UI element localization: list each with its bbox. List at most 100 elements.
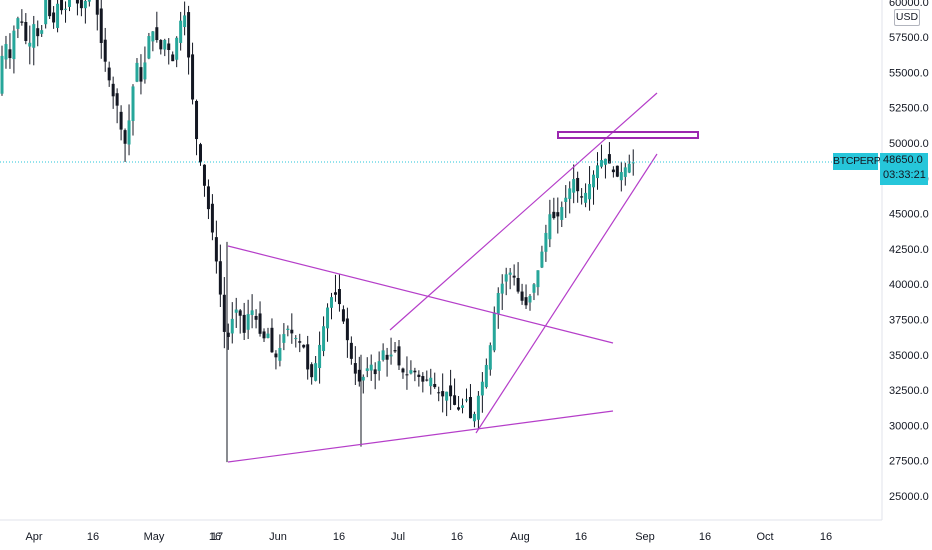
trendline[interactable]	[227, 245, 614, 344]
candle-down	[468, 397, 472, 419]
y-tick-label: 32500.0	[889, 385, 929, 397]
candle-up	[599, 160, 603, 167]
candle-up	[488, 345, 492, 370]
candle-down	[552, 211, 556, 219]
candle-down	[611, 169, 615, 173]
candle-up	[127, 120, 131, 145]
trendline[interactable]	[475, 153, 658, 434]
candle-up	[64, 8, 68, 10]
candle-up	[572, 179, 576, 193]
candle-up	[246, 314, 250, 330]
candle-down	[107, 67, 111, 81]
y-tick-label: 42500.0	[889, 244, 929, 256]
candle-down	[349, 342, 353, 359]
candle-down	[242, 314, 246, 333]
candle-down	[274, 353, 278, 358]
candle-down	[290, 329, 294, 334]
candle-up	[318, 344, 322, 369]
candle-down	[48, 0, 52, 17]
candle-up	[409, 370, 413, 374]
y-tick-label: 37500.0	[889, 315, 929, 327]
candle-up	[67, 0, 71, 7]
candle-down	[119, 111, 123, 130]
candle-up	[508, 272, 512, 275]
candle-down	[270, 327, 274, 353]
candle-up	[147, 36, 151, 59]
candle-up	[83, 0, 87, 9]
candle-down	[8, 49, 12, 59]
candle-up	[464, 399, 468, 401]
candle-down	[298, 341, 302, 343]
bar-countdown: 03:33:21	[883, 169, 926, 181]
resistance-box[interactable]	[557, 131, 699, 139]
candle-up	[163, 39, 167, 50]
y-tick-label: 57500.0	[889, 32, 929, 44]
candle-up	[480, 381, 484, 396]
candle-up	[278, 347, 282, 361]
candle-up	[532, 284, 536, 293]
candle-down	[238, 310, 242, 316]
candle-up	[476, 395, 480, 420]
candle-up	[484, 364, 488, 388]
candle-down	[258, 313, 262, 334]
candle-up	[330, 297, 334, 308]
candle-up	[504, 274, 508, 282]
candle-up	[250, 310, 254, 315]
y-tick-label: 30000.0	[889, 420, 929, 432]
candle-down	[139, 67, 143, 82]
candle-down	[52, 12, 56, 23]
x-tick-label: 17	[211, 531, 223, 543]
candle-up	[131, 86, 135, 121]
candle-down	[421, 376, 425, 382]
candle-down	[202, 164, 206, 186]
candle-down	[576, 177, 580, 192]
candle-down	[437, 392, 441, 394]
candle-down	[385, 354, 389, 360]
candle-up	[369, 364, 373, 371]
x-tick-label: 16	[575, 531, 587, 543]
candle-down	[218, 261, 222, 295]
candle-up	[16, 18, 20, 29]
candle-up	[175, 37, 179, 60]
candle-up	[500, 283, 504, 294]
candle-down	[171, 54, 175, 62]
candle-up	[596, 165, 599, 179]
y-tick-label: 25000.0	[889, 491, 929, 503]
y-tick-label: 27500.0	[889, 456, 929, 468]
candle-down	[615, 165, 619, 177]
x-tick-label: Oct	[756, 531, 773, 543]
candle-down	[373, 369, 377, 375]
candle-down	[333, 292, 337, 295]
currency-label[interactable]: USD	[894, 9, 920, 26]
candle-down	[453, 395, 457, 405]
candle-up	[584, 192, 588, 203]
candle-up	[314, 363, 318, 381]
candle-up	[282, 334, 286, 343]
candle-down	[123, 130, 127, 144]
candle-down	[353, 363, 357, 374]
candle-up	[492, 312, 496, 351]
trendline[interactable]	[227, 410, 614, 463]
candle-up	[429, 377, 433, 387]
candle-down	[36, 28, 40, 37]
candle-down	[397, 346, 401, 366]
candle-down	[210, 203, 214, 233]
candle-up	[623, 167, 627, 177]
x-tick-label: Jul	[391, 531, 405, 543]
x-tick-label: Sep	[635, 531, 655, 543]
candle-up	[496, 293, 500, 314]
candle-down	[512, 275, 516, 278]
candle-up	[461, 405, 465, 408]
candle-up	[40, 30, 44, 34]
candle-down	[103, 39, 107, 62]
candle-up	[44, 0, 48, 25]
x-tick-label: 16	[820, 531, 832, 543]
candle-up	[548, 214, 552, 240]
candle-up	[377, 361, 381, 371]
candle-up	[560, 207, 564, 220]
x-tick-label: 16	[333, 531, 345, 543]
candle-up	[234, 309, 238, 313]
candle-up	[472, 413, 476, 422]
